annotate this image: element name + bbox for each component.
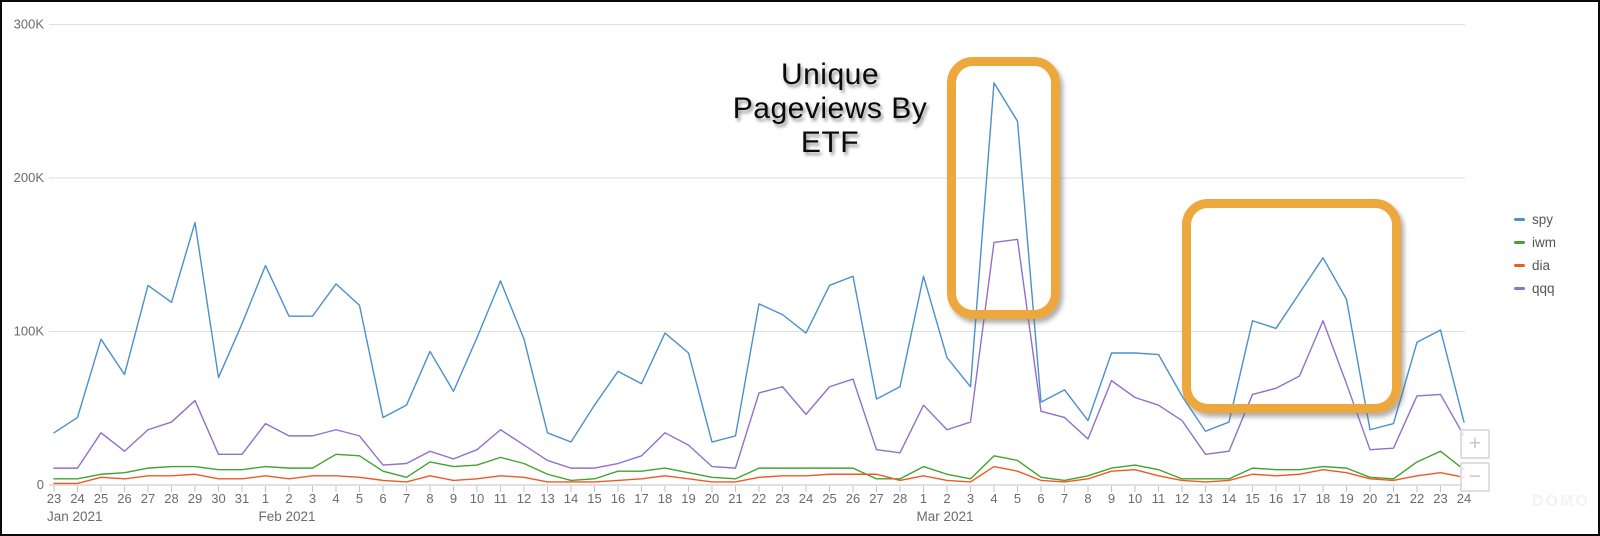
x-tick-label: 28 <box>893 491 907 506</box>
x-tick-label: 23 <box>47 491 61 506</box>
zoom-controls: + − <box>1460 429 1490 495</box>
legend-label-spy: spy <box>1532 212 1554 227</box>
month-label-mar: Mar 2021 <box>917 509 974 524</box>
month-label-feb: Feb 2021 <box>259 509 316 524</box>
x-tick-label: 13 <box>540 491 554 506</box>
x-tick-label: 5 <box>1014 491 1021 506</box>
x-tick-label: 12 <box>1175 491 1189 506</box>
x-tick-label: 24 <box>1457 491 1471 506</box>
x-tick-label: 7 <box>403 491 410 506</box>
legend-item-dia[interactable]: dia <box>1514 254 1556 277</box>
x-tick-label: 29 <box>188 491 202 506</box>
x-tick-label: 27 <box>869 491 883 506</box>
x-tick-label: 4 <box>990 491 997 506</box>
x-tick-label: 26 <box>117 491 131 506</box>
x-tick-label: 20 <box>1363 491 1377 506</box>
x-tick-label: 27 <box>141 491 155 506</box>
x-tick-label: 2 <box>943 491 950 506</box>
x-tick-label: 8 <box>1084 491 1091 506</box>
x-tick-label: 13 <box>1198 491 1212 506</box>
zoom-in-button[interactable]: + <box>1460 429 1490 459</box>
x-tick-label: 18 <box>1316 491 1330 506</box>
legend-dash-dia <box>1514 264 1525 267</box>
x-tick-label: 11 <box>1152 491 1166 506</box>
x-tick-label: 17 <box>1292 491 1306 506</box>
x-tick-label: 9 <box>1108 491 1115 506</box>
x-tick-label: 20 <box>705 491 719 506</box>
y-axis-label-100K: 100K <box>14 324 45 339</box>
x-tick-label: 1 <box>262 491 269 506</box>
zoom-out-button[interactable]: − <box>1460 462 1490 492</box>
x-tick-label: 21 <box>728 491 742 506</box>
x-tick-label: 19 <box>1339 491 1353 506</box>
x-tick-label: 16 <box>1269 491 1283 506</box>
y-axis-label-300K: 300K <box>14 17 45 32</box>
legend: spy iwm dia qqq <box>1514 208 1556 300</box>
legend-label-dia: dia <box>1532 258 1551 273</box>
x-tick-label: 12 <box>517 491 531 506</box>
x-tick-label: 2 <box>285 491 292 506</box>
legend-label-iwm: iwm <box>1532 235 1556 250</box>
series-line-spy <box>53 82 1465 443</box>
chart-title-annotation: Unique Pageviews By ETF <box>670 58 990 160</box>
x-tick-label: 22 <box>752 491 766 506</box>
legend-dash-iwm <box>1514 241 1525 244</box>
x-tick-label: 10 <box>470 491 484 506</box>
legend-item-iwm[interactable]: iwm <box>1514 231 1556 254</box>
x-tick-label: 3 <box>309 491 316 506</box>
chart-title-line-1: Unique <box>780 58 880 91</box>
x-tick-label: 30 <box>211 491 225 506</box>
series-line-qqq <box>53 238 1465 469</box>
month-label-jan: Jan 2021 <box>47 509 103 524</box>
x-tick-label: 17 <box>634 491 648 506</box>
x-tick-label: 26 <box>846 491 860 506</box>
x-tick-label: 28 <box>164 491 178 506</box>
x-tick-label: 18 <box>658 491 672 506</box>
x-tick-label: 14 <box>564 491 578 506</box>
legend-item-qqq[interactable]: qqq <box>1514 277 1556 300</box>
x-tick-label: 25 <box>822 491 836 506</box>
series-line-dia <box>53 465 1465 485</box>
x-tick-label: 11 <box>494 491 508 506</box>
legend-dash-qqq <box>1514 287 1525 290</box>
x-tick-label: 6 <box>379 491 386 506</box>
domo-watermark: DOMO <box>1532 493 1590 510</box>
x-tick-label: 8 <box>426 491 433 506</box>
x-tick-label: 15 <box>587 491 601 506</box>
x-tick-label: 14 <box>1222 491 1236 506</box>
y-axis-label-200K: 200K <box>14 170 45 185</box>
x-tick-label: 1 <box>920 491 927 506</box>
x-tick-label: 31 <box>235 491 249 506</box>
x-tick-label: 4 <box>332 491 339 506</box>
x-tick-label: 16 <box>611 491 625 506</box>
x-tick-label: 21 <box>1386 491 1400 506</box>
x-tick-label: 6 <box>1037 491 1044 506</box>
x-tick-label: 3 <box>967 491 974 506</box>
x-tick-label: 19 <box>681 491 695 506</box>
x-tick-label: 24 <box>70 491 84 506</box>
legend-dash-spy <box>1514 218 1525 221</box>
x-tick-label: 9 <box>450 491 457 506</box>
x-tick-label: 22 <box>1410 491 1424 506</box>
x-tick-label: 7 <box>1061 491 1068 506</box>
series-line-iwm <box>53 450 1465 482</box>
x-tick-label: 15 <box>1245 491 1259 506</box>
x-tick-label: 24 <box>799 491 813 506</box>
x-tick-label: 23 <box>775 491 789 506</box>
x-tick-label: 25 <box>94 491 108 506</box>
x-tick-label: 23 <box>1433 491 1447 506</box>
legend-item-spy[interactable]: spy <box>1514 208 1556 231</box>
legend-label-qqq: qqq <box>1532 281 1555 296</box>
x-tick-label: 10 <box>1128 491 1142 506</box>
x-tick-label: 5 <box>356 491 363 506</box>
chart-title-line-2: Pageviews By <box>732 92 928 125</box>
y-axis-label-0: 0 <box>37 477 44 492</box>
chart-title-line-3: ETF <box>800 126 860 159</box>
